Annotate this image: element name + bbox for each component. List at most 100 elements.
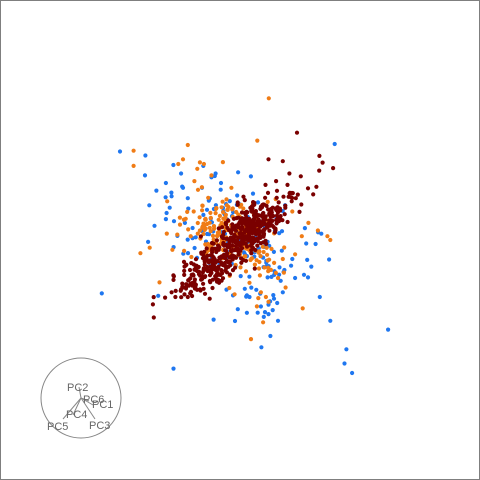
data-point <box>200 203 205 208</box>
data-point <box>298 174 303 179</box>
data-point <box>150 302 155 307</box>
data-point <box>275 300 280 306</box>
data-point <box>146 239 151 244</box>
data-point <box>232 254 237 259</box>
data-point <box>247 280 252 285</box>
data-point <box>263 294 268 300</box>
data-point <box>255 138 260 143</box>
data-point <box>205 253 210 258</box>
data-point <box>273 226 278 231</box>
data-point <box>185 142 190 148</box>
data-point <box>247 294 252 300</box>
data-point <box>227 285 232 291</box>
data-point <box>250 235 256 240</box>
data-point <box>276 200 281 205</box>
data-point <box>258 241 263 246</box>
data-point <box>165 199 170 204</box>
data-point <box>227 228 232 233</box>
data-point <box>239 256 244 261</box>
data-point <box>301 272 307 277</box>
data-point <box>233 265 238 270</box>
data-point <box>201 252 206 257</box>
data-point <box>215 233 220 238</box>
data-point <box>311 192 316 197</box>
data-point <box>189 261 194 266</box>
data-point <box>163 180 168 186</box>
data-point <box>248 174 253 179</box>
data-point <box>216 217 221 222</box>
data-point <box>204 246 209 251</box>
data-point <box>251 200 256 205</box>
data-point <box>235 307 240 312</box>
data-point <box>305 275 311 280</box>
data-point <box>182 268 187 273</box>
data-point <box>248 205 253 210</box>
data-point <box>221 216 226 221</box>
data-point <box>201 281 206 286</box>
data-point <box>147 245 152 250</box>
data-point <box>258 204 264 209</box>
data-point <box>317 153 322 158</box>
data-point <box>185 209 190 214</box>
data-point <box>221 236 226 241</box>
data-point <box>253 232 259 237</box>
data-point <box>265 252 270 257</box>
data-point <box>306 220 311 225</box>
data-point <box>131 148 136 153</box>
data-point <box>265 199 270 204</box>
data-point <box>195 166 200 171</box>
data-point <box>216 247 221 252</box>
data-point <box>280 256 285 262</box>
data-point <box>233 240 238 245</box>
data-point <box>186 206 191 211</box>
data-point <box>251 203 256 208</box>
data-point <box>209 240 215 246</box>
data-point <box>164 231 169 236</box>
data-point <box>232 234 238 239</box>
data-point <box>254 287 259 292</box>
data-point <box>217 280 222 285</box>
data-point <box>229 185 234 190</box>
data-point <box>262 310 268 315</box>
data-point <box>173 288 178 293</box>
data-point <box>221 229 226 234</box>
data-point <box>249 256 254 261</box>
data-point <box>386 327 391 332</box>
data-point <box>261 314 266 319</box>
data-point <box>259 213 264 218</box>
data-point <box>198 287 203 292</box>
pc-axis-pc3 <box>80 397 96 420</box>
data-point <box>297 209 302 214</box>
data-point <box>214 238 219 243</box>
data-point <box>180 185 186 190</box>
data-point <box>192 245 197 251</box>
data-point <box>220 262 225 268</box>
data-point <box>203 217 208 222</box>
data-point <box>245 235 250 240</box>
data-point <box>211 224 217 229</box>
data-point <box>250 191 256 196</box>
data-point <box>171 162 176 168</box>
data-point <box>195 231 200 236</box>
data-point <box>216 264 221 269</box>
data-point <box>206 195 211 200</box>
pc-biplot-legend: PC2 PC6 PC1 PC4 PC5 PC3 <box>40 357 122 439</box>
data-point <box>117 149 123 154</box>
data-point <box>280 290 285 295</box>
data-point <box>313 241 318 247</box>
data-point <box>197 228 202 233</box>
data-point <box>277 265 282 270</box>
data-point <box>211 317 216 322</box>
data-point <box>242 254 247 259</box>
data-point <box>242 286 247 291</box>
data-point <box>192 267 197 272</box>
data-point <box>268 333 273 339</box>
data-point <box>216 226 221 231</box>
data-point <box>176 161 181 167</box>
data-point <box>247 216 252 222</box>
data-point <box>200 208 205 213</box>
data-point <box>327 257 332 262</box>
data-point <box>201 161 206 167</box>
data-point <box>249 251 254 256</box>
data-point <box>255 310 260 315</box>
